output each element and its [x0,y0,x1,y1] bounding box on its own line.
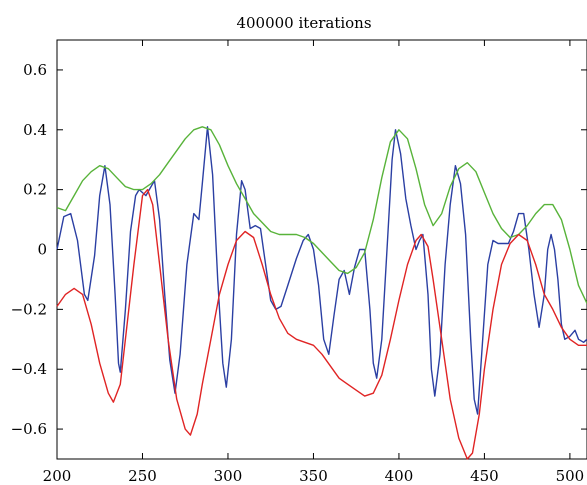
y-tick-label: 0.4 [23,121,47,139]
series-line-2 [56,126,587,304]
x-tick-label: 350 [299,467,328,485]
y-tick-label: 0.2 [23,181,47,199]
series-layer [56,126,587,460]
ticks-layer: 200 250 300 350 400 450 500 −0.6 −0.4 −0.2 0 0.2 0.4… [11,40,587,485]
y-tick-label: 0 [37,241,47,259]
x-tick-label: 450 [470,467,499,485]
x-tick-label: 250 [128,467,157,485]
y-tick-label: −0.6 [11,420,47,438]
x-tick-label: 500 [556,467,585,485]
x-tick-label: 300 [214,467,243,485]
y-tick-label: 0.6 [23,61,47,79]
plot-area: 200 250 300 350 400 450 500 −0.6 −0.4 −0.2 0 0.2 0.4… [11,39,587,485]
y-tick-label: −0.2 [11,300,47,318]
x-tick-label: 400 [385,467,414,485]
series-line-3 [56,188,587,460]
x-tick-label: 200 [43,467,72,485]
chart-title: 400000 iterations [236,14,371,32]
series-line-1 [56,126,587,415]
y-tick-label: −0.4 [11,360,47,378]
